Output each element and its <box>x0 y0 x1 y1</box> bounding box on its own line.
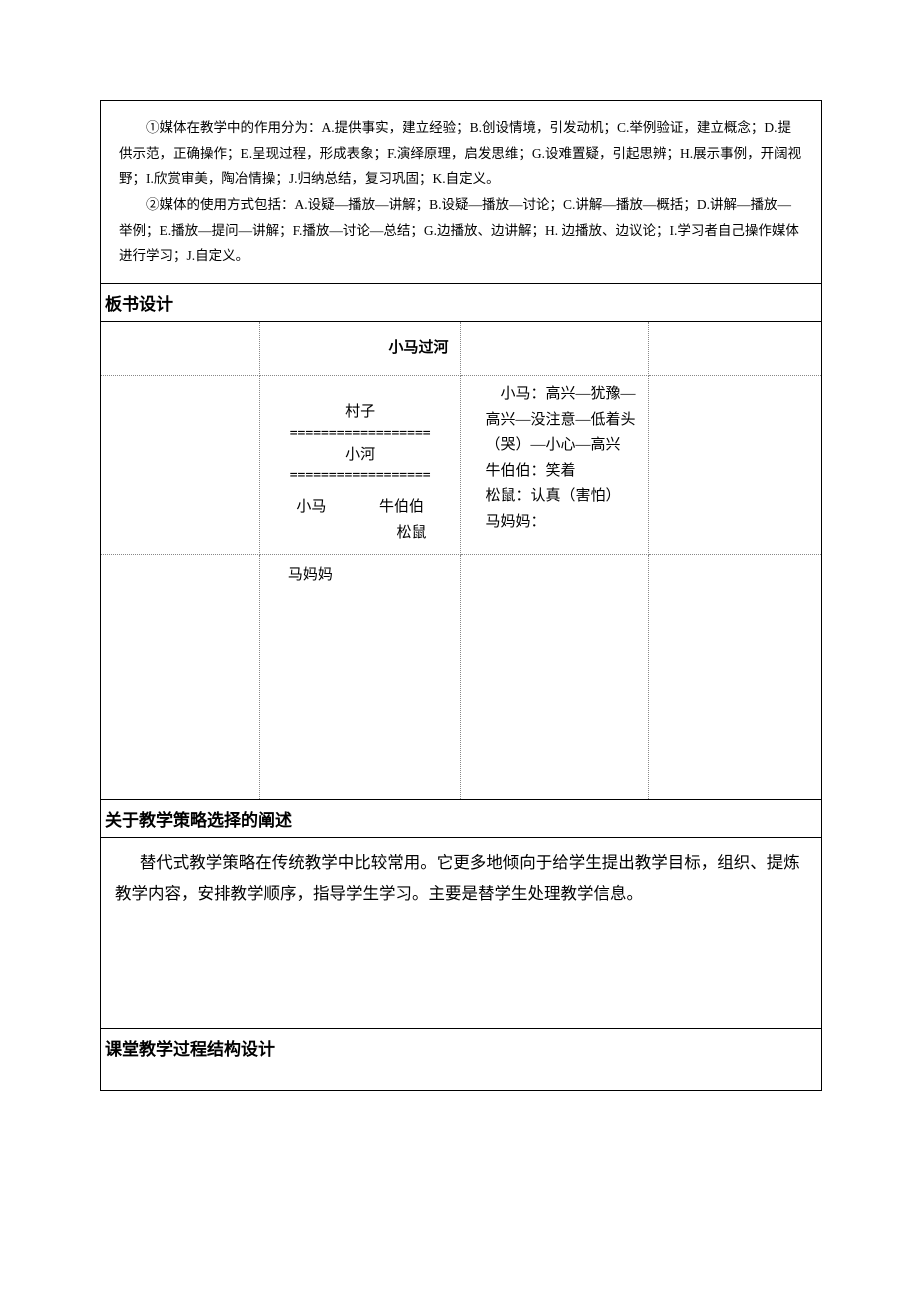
label-river: 小河 <box>266 443 455 469</box>
label-ox: 牛伯伯 <box>379 499 424 515</box>
note-paragraph-2: ②媒体的使用方式包括：A.设疑—播放—讲解；B.设疑—播放—讨论；C.讲解—播放… <box>119 192 803 269</box>
emotion-squirrel: 松鼠：认真（害怕） <box>485 484 641 510</box>
board-design-table: 小马过河 村子 ================== 小河 ==========… <box>101 322 821 800</box>
section-header-strategy: 关于教学策略选择的阐述 <box>101 800 821 838</box>
strategy-body-cell: 替代式教学策略在传统教学中比较常用。它更多地倾向于给学生提出教学目标，组织、提炼… <box>101 838 821 1029</box>
cell-empty <box>461 555 648 800</box>
cell-mother: 马妈妈 <box>259 555 461 800</box>
table-row: 马妈妈 <box>101 555 821 800</box>
label-village: 村子 <box>266 400 455 426</box>
cell-empty <box>101 555 259 800</box>
cell-empty <box>101 322 259 376</box>
note-paragraph-1: ①媒体在教学中的作用分为：A.提供事实，建立经验；B.创设情境，引发动机；C.举… <box>119 115 803 192</box>
label-squirrel: 松鼠 <box>266 521 455 547</box>
section-header-board-design: 板书设计 <box>101 284 821 322</box>
cell-empty <box>648 322 821 376</box>
cell-lesson-title: 小马过河 <box>259 322 461 376</box>
table-row: 村子 ================== 小河 ===============… <box>101 376 821 555</box>
cell-scene-diagram: 村子 ================== 小河 ===============… <box>259 376 461 555</box>
cell-empty <box>648 555 821 800</box>
media-notes-cell: ①媒体在教学中的作用分为：A.提供事实，建立经验；B.创设情境，引发动机；C.举… <box>101 101 821 284</box>
emotion-ox: 牛伯伯：笑着 <box>485 459 641 485</box>
section-header-process: 课堂教学过程结构设计 <box>101 1029 821 1090</box>
emotion-mother: 马妈妈： <box>485 510 641 536</box>
strategy-paragraph: 替代式教学策略在传统教学中比较常用。它更多地倾向于给学生提出教学目标，组织、提炼… <box>115 848 807 909</box>
document-frame: ①媒体在教学中的作用分为：A.提供事实，建立经验；B.创设情境，引发动机；C.举… <box>100 100 822 1091</box>
label-pony: 小马 <box>296 499 326 515</box>
cell-character-emotions: 小马：高兴—犹豫—高兴—没注意—低着头（哭）—小心—高兴 牛伯伯：笑着 松鼠：认… <box>461 376 648 555</box>
table-row: 小马过河 <box>101 322 821 376</box>
cell-empty <box>101 376 259 555</box>
divider-line: ================== <box>266 426 455 443</box>
divider-line: ================== <box>266 468 455 485</box>
cell-empty <box>461 322 648 376</box>
emotion-pony: 小马：高兴—犹豫—高兴—没注意—低着头（哭）—小心—高兴 <box>485 382 641 459</box>
label-characters-row: 小马 牛伯伯 <box>266 495 455 521</box>
cell-empty <box>648 376 821 555</box>
